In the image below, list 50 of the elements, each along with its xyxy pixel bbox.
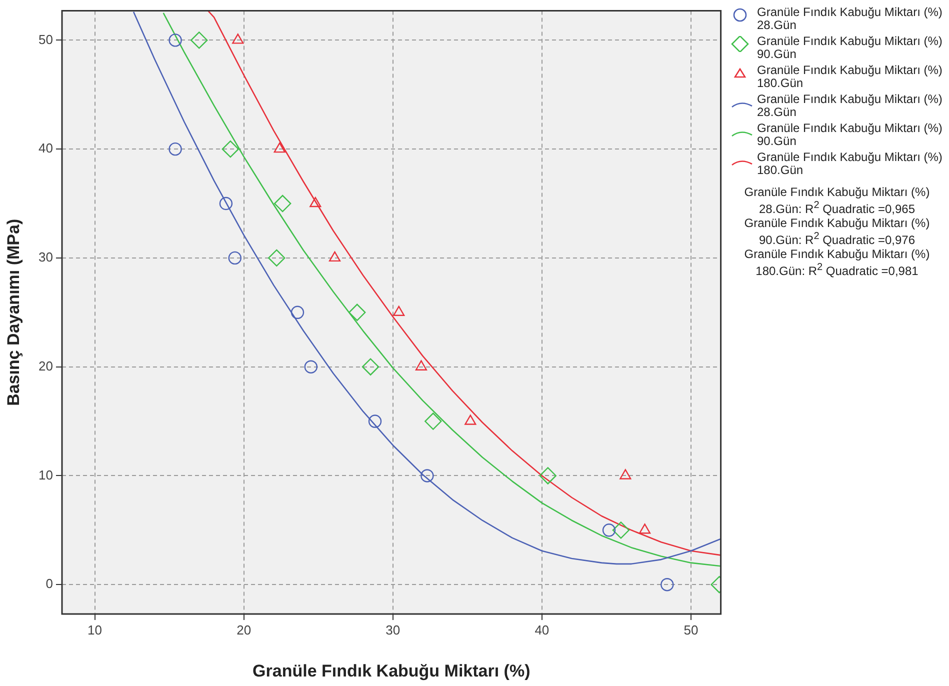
point [612, 522, 630, 539]
point [222, 140, 240, 158]
point [232, 34, 244, 44]
y-tick-label: 20 [38, 358, 53, 374]
point [362, 358, 380, 376]
point [348, 304, 366, 321]
point [638, 524, 651, 534]
y-axis-title: Basınç Dayanımı (MPa) [4, 218, 23, 406]
point [310, 196, 322, 208]
x-tick-label: 30 [386, 622, 400, 638]
x-tick-label: 40 [534, 622, 550, 638]
point [274, 142, 286, 153]
point [228, 251, 242, 265]
point [620, 469, 632, 480]
point [290, 306, 304, 319]
x-tick-label: 10 [88, 622, 102, 638]
point [539, 467, 557, 484]
point [393, 306, 405, 316]
point [168, 142, 182, 156]
x-tick-label: 20 [236, 622, 252, 638]
y-tick-label: 0 [46, 576, 53, 592]
y-tick-label: 30 [38, 250, 53, 265]
point [328, 251, 341, 262]
text: Granüle Fındık Kabuğu Miktarı (%) 28.Gün: R$^{2}$ Quadratic =0,965 [743, 185, 931, 216]
point [660, 578, 674, 592]
point [424, 412, 442, 430]
point [304, 360, 318, 374]
point [464, 414, 476, 425]
point [420, 469, 434, 482]
text: Granüle Fındık Kabuğu Miktarı (%) 180.Gün: R$^{2}$ Quadratic =0,981 [743, 247, 931, 278]
legend-label: Granüle Fındık Kabuğu Miktarı (%) 28.Gün [757, 5, 944, 32]
y-tick-label: 50 [38, 32, 53, 47]
x-tick-label: 50 [684, 622, 698, 638]
legend-label: Granüle Fındık Kabuğu Miktarı (%) 28.Gün [757, 92, 944, 119]
point [168, 34, 182, 47]
legend-label: Granüle Fındık Kabuğu Miktarı (%) 180.Gün [757, 150, 944, 177]
point [268, 249, 286, 267]
point [190, 32, 208, 49]
x-axis-title: Granüle Fındık Kabuğu Miktarı (%) [252, 661, 530, 680]
point [415, 360, 428, 370]
point [219, 196, 233, 210]
point [274, 194, 292, 212]
text: Granüle Fındık Kabuğu Miktarı (%) 90.Gün: R$^{2}$ Quadratic =0,976 [743, 216, 931, 247]
legend-label: Granüle Fındık Kabuğu Miktarı (%) 90.Gün [757, 34, 944, 61]
legend-label: Granüle Fındık Kabuğu Miktarı (%) 180.Gün [757, 63, 944, 90]
y-tick-label: 10 [38, 467, 53, 482]
point [368, 414, 382, 428]
legend-label: Granüle Fındık Kabuğu Miktarı (%) 90.Gün [757, 121, 944, 148]
y-tick-label: 40 [38, 140, 53, 156]
point [602, 524, 616, 537]
